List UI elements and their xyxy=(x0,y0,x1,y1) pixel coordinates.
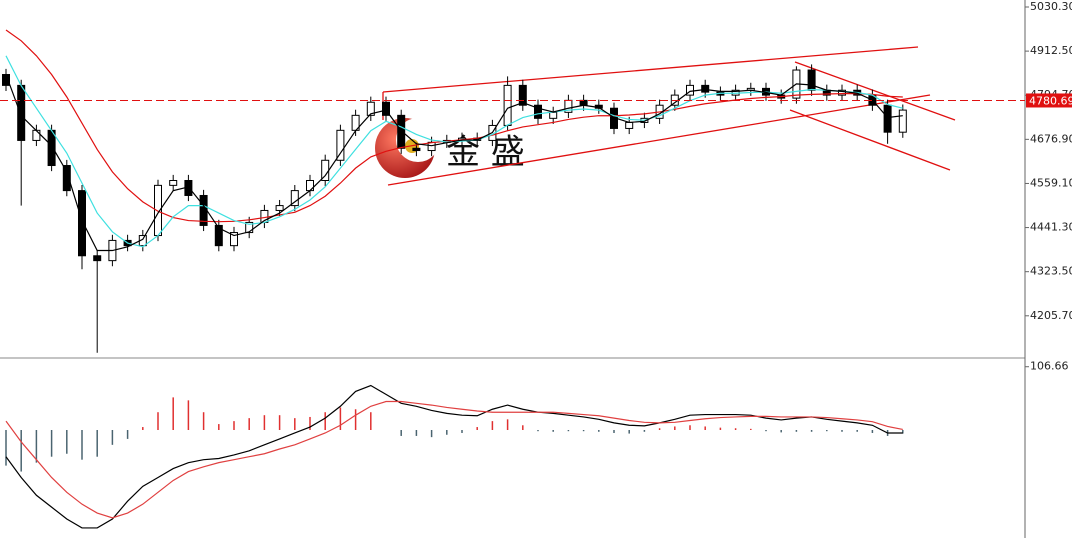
candle-body xyxy=(579,99,588,106)
y-tick-label: 4323.50 xyxy=(1030,265,1072,278)
candle-body xyxy=(625,121,634,129)
current-price-label: 4780.69 xyxy=(1029,94,1072,107)
candle-body xyxy=(366,101,375,116)
candle-body xyxy=(214,224,223,247)
candle-body xyxy=(807,69,816,91)
candle-body xyxy=(78,190,86,257)
candle-body xyxy=(169,179,178,186)
candle-body xyxy=(838,89,846,96)
y-tick-label: 5030.30 xyxy=(1030,0,1072,13)
candle-body xyxy=(503,84,512,126)
candle-body xyxy=(336,129,345,161)
candle-body xyxy=(883,104,892,133)
y-tick-label: 4441.30 xyxy=(1030,221,1072,234)
macd-line xyxy=(5,384,903,529)
candle-body xyxy=(290,190,299,207)
candle-body xyxy=(518,84,527,106)
candle-body xyxy=(534,104,542,119)
candle-body xyxy=(62,165,71,192)
trend-lines xyxy=(382,46,956,186)
candle-body xyxy=(549,111,558,119)
candle-body xyxy=(32,129,41,141)
candle-body xyxy=(397,114,406,149)
candle-body xyxy=(47,129,56,167)
candle-body xyxy=(701,84,710,93)
candle-body xyxy=(898,109,907,133)
y-tick-label: 4912.50 xyxy=(1030,44,1072,57)
macd-line xyxy=(5,400,903,519)
candle-body xyxy=(412,147,421,152)
candle-body xyxy=(17,84,26,141)
current-price-box xyxy=(1026,93,1072,108)
macd-tick-label: 106.66 xyxy=(1030,360,1069,373)
candle-body xyxy=(306,179,314,192)
y-tick-label: 4676.90 xyxy=(1030,132,1072,145)
y-tick-label: 4559.10 xyxy=(1030,176,1072,189)
moving-average xyxy=(5,29,903,223)
candle-body xyxy=(93,255,102,262)
candle-body xyxy=(275,205,284,211)
candle-body xyxy=(230,232,238,247)
candle-body xyxy=(686,84,694,96)
moving-average xyxy=(5,74,903,252)
y-tick-label: 4205.70 xyxy=(1030,309,1072,322)
watermark-text: 金 盛 xyxy=(446,133,525,173)
candle-body xyxy=(382,101,390,116)
candle-body xyxy=(245,221,254,234)
